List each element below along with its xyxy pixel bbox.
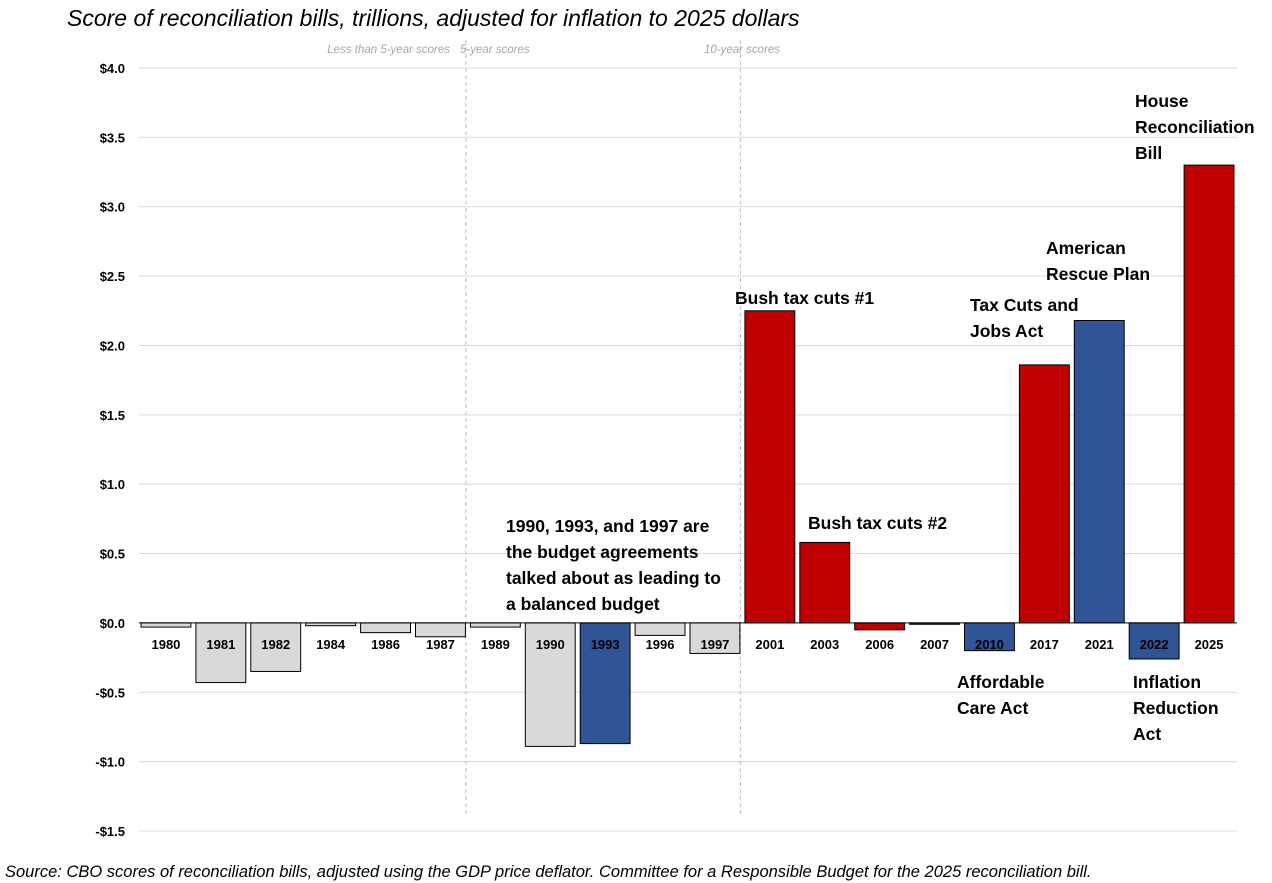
bar-1989 — [469, 622, 521, 628]
annotation-bush-tax-cuts-2: Bush tax cuts #2 — [808, 513, 947, 533]
y-tick-label: -$1.0 — [95, 755, 125, 770]
bar-2006 — [854, 622, 906, 631]
x-tick-label: 2006 — [865, 637, 894, 652]
annotation-line: Bill — [1135, 143, 1162, 163]
y-tick-label: -$0.5 — [95, 685, 125, 700]
annotation-line: the budget agreements — [506, 542, 699, 562]
y-tick-label: $2.5 — [100, 269, 125, 284]
annotation-affordable-care-act: Affordable Care Act — [957, 672, 1045, 718]
bar-2001 — [744, 310, 796, 624]
region-labels: Less than 5-year scores 5-year scores 10… — [327, 44, 780, 56]
x-tick-label: 1986 — [371, 637, 400, 652]
source-note: Source: CBO scores of reconciliation bil… — [5, 863, 1092, 881]
x-tick-label: 1987 — [426, 637, 455, 652]
x-axis-ticks: 1980 1981 1982 1984 1986 1987 1989 1990 1993 1996… — [151, 637, 1223, 652]
x-tick-label: 1981 — [206, 637, 235, 652]
y-tick-label: $3.5 — [100, 130, 125, 145]
annotation-line: Care Act — [957, 698, 1028, 718]
annotation-inflation-reduction-act: Inflation Reduction Act — [1133, 672, 1219, 744]
annotation-line: Inflation — [1133, 672, 1201, 692]
annotation-tcja: Tax Cuts and Jobs Act — [970, 295, 1079, 341]
x-tick-label: 2010 — [975, 637, 1004, 652]
region-label-5-year: 5-year scores — [460, 44, 530, 56]
annotation-budget-agreements: 1990, 1993, and 1997 are the budget agree… — [506, 516, 721, 614]
bar-1993 — [579, 622, 631, 745]
annotation-line: Bush tax cuts #2 — [808, 513, 947, 533]
annotation-line: American — [1046, 238, 1126, 258]
y-tick-label: $3.0 — [100, 200, 125, 215]
x-tick-label: 2017 — [1030, 637, 1059, 652]
bar-2022 — [1128, 622, 1180, 660]
bar-1990 — [524, 622, 576, 747]
gridlines — [139, 67, 1237, 832]
x-tick-label: 1984 — [316, 637, 346, 652]
y-tick-label: $1.0 — [100, 477, 125, 492]
y-tick-label: $0.5 — [100, 547, 125, 562]
bar-1996 — [634, 622, 686, 636]
annotation-line: talked about as leading to — [506, 568, 721, 588]
bar-1980 — [140, 622, 192, 628]
annotation-house-reconciliation-bill: House Reconciliation Bill — [1135, 91, 1255, 163]
bar-2017 — [1018, 364, 1070, 624]
y-tick-label: $1.5 — [100, 408, 125, 423]
annotation-line: 1990, 1993, and 1997 are — [506, 516, 710, 536]
region-label-10-year: 10-year scores — [704, 44, 780, 56]
x-tick-label: 1990 — [536, 637, 565, 652]
annotation-bush-tax-cuts-1: Bush tax cuts #1 — [735, 288, 874, 308]
annotation-line: House — [1135, 91, 1189, 111]
annotation-line: Reconciliation — [1135, 117, 1255, 137]
bar-1981 — [195, 622, 247, 684]
annotation-line: Bush tax cuts #1 — [735, 288, 874, 308]
annotation-line: Tax Cuts and — [970, 295, 1079, 315]
annotation-line: Act — [1133, 724, 1161, 744]
bar-1986 — [360, 622, 412, 634]
annotation-line: Rescue Plan — [1046, 264, 1150, 284]
y-tick-label: $0.0 — [100, 616, 125, 631]
x-tick-label: 1989 — [481, 637, 510, 652]
bar-2021 — [1073, 319, 1125, 624]
y-axis-ticks: $4.0 $3.5 $3.0 $2.5 $2.0 $1.5 $1.0 $0.5 $0.0 -$0.… — [95, 61, 125, 839]
x-tick-label: 2021 — [1085, 637, 1114, 652]
x-tick-label: 1980 — [151, 637, 180, 652]
annotations: 1990, 1993, and 1997 are the budget agree… — [506, 91, 1255, 744]
x-tick-label: 2007 — [920, 637, 949, 652]
bar-1987 — [415, 622, 466, 638]
y-tick-label: $4.0 — [100, 61, 125, 76]
annotation-line: Affordable — [957, 672, 1045, 692]
y-tick-label: $2.0 — [100, 338, 125, 353]
x-tick-label: 2025 — [1195, 637, 1224, 652]
x-tick-label: 1982 — [261, 637, 290, 652]
chart-title: Score of reconciliation bills, trillions… — [67, 5, 800, 31]
region-label-less-than-5: Less than 5-year scores — [327, 44, 450, 56]
x-tick-label: 1996 — [646, 637, 675, 652]
annotation-line: Reduction — [1133, 698, 1219, 718]
bar-2025 — [1183, 164, 1235, 624]
x-tick-label: 1993 — [591, 637, 620, 652]
region-dividers — [465, 40, 741, 816]
annotation-line: Jobs Act — [970, 321, 1043, 341]
annotation-american-rescue-plan: American Rescue Plan — [1046, 238, 1150, 284]
x-tick-label: 1997 — [700, 637, 729, 652]
bar-2003 — [799, 541, 851, 624]
x-tick-label: 2022 — [1140, 637, 1169, 652]
y-tick-label: -$1.5 — [95, 824, 125, 839]
x-tick-label: 2003 — [810, 637, 839, 652]
annotation-line: a balanced budget — [506, 594, 660, 614]
x-tick-label: 2001 — [755, 637, 784, 652]
